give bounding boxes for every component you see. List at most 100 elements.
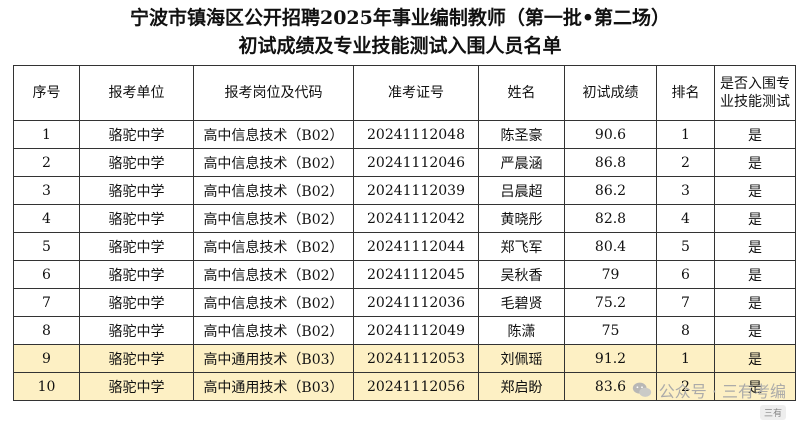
results-table: 序号 报考单位 报考岗位及代码 准考证号 姓名 初试成绩 排名 是否入围专业技能… (13, 65, 796, 401)
cell-index: 7 (13, 288, 80, 317)
cell-score: 75.2 (564, 288, 657, 317)
watermark-text: 公众号 · 三有考编 (658, 382, 786, 401)
cell-rank: 3 (656, 176, 715, 205)
cell-unit: 骆驼中学 (79, 288, 194, 317)
cell-name: 吴秋香 (478, 260, 565, 289)
cell-score: 75 (564, 316, 657, 345)
cell-exam-id: 20241112049 (353, 316, 479, 345)
cell-rank: 2 (656, 372, 715, 401)
cell-score: 86.8 (564, 148, 657, 177)
table-row: 9 骆驼中学 高中通用技术（B03） 20241112053 刘佩瑶 91.2 1 是 (13, 344, 796, 373)
cell-score: 79 (564, 260, 657, 289)
cell-position: 高中信息技术（B02） (193, 176, 354, 205)
cell-rank: 4 (656, 204, 715, 233)
cell-name: 吕晨超 (478, 176, 565, 205)
cell-qualified: 是 (714, 372, 796, 401)
cell-unit: 骆驼中学 (79, 120, 194, 149)
header-name: 姓名 (478, 65, 565, 121)
table-row: 2 骆驼中学 高中信息技术（B02） 20241112046 严晨涵 86.8 2 是 (13, 148, 796, 177)
cell-position: 高中信息技术（B02） (193, 232, 354, 261)
cell-position: 高中通用技术（B03） (193, 344, 354, 373)
cell-index: 6 (13, 260, 80, 289)
table-row: 5 骆驼中学 高中信息技术（B02） 20241112044 郑飞军 80.4 5 是 (13, 232, 796, 261)
cell-unit: 骆驼中学 (79, 344, 194, 373)
cell-unit: 骆驼中学 (79, 204, 194, 233)
cell-name: 陈圣豪 (478, 120, 565, 149)
header-position: 报考岗位及代码 (193, 65, 354, 121)
cell-qualified: 是 (714, 148, 796, 177)
cell-rank: 1 (656, 344, 715, 373)
cell-unit: 骆驼中学 (79, 316, 194, 345)
cell-position: 高中信息技术（B02） (193, 148, 354, 177)
cell-rank: 8 (656, 316, 715, 345)
cell-exam-id: 20241112044 (353, 232, 479, 261)
cell-exam-id: 20241112048 (353, 120, 479, 149)
header-exam-id: 准考证号 (353, 65, 479, 121)
cell-name: 毛碧贤 (478, 288, 565, 317)
cell-score: 91.2 (564, 344, 657, 373)
cell-exam-id: 20241112056 (353, 372, 479, 401)
cell-unit: 骆驼中学 (79, 260, 194, 289)
cell-position: 高中信息技术（B02） (193, 316, 354, 345)
table-header-row: 序号 报考单位 报考岗位及代码 准考证号 姓名 初试成绩 排名 是否入围专业技能… (13, 65, 796, 121)
watermark: 公众号 · 三有考编 (631, 378, 786, 402)
wechat-icon (632, 382, 651, 397)
cell-index: 9 (13, 344, 80, 373)
table-row: 3 骆驼中学 高中信息技术（B02） 20241112039 吕晨超 86.2 3 是 (13, 176, 796, 205)
table-row: 8 骆驼中学 高中信息技术（B02） 20241112049 陈潇 75 8 是 (13, 316, 796, 345)
cell-rank: 1 (656, 120, 715, 149)
cell-position: 高中信息技术（B02） (193, 260, 354, 289)
header-score: 初试成绩 (564, 65, 657, 121)
cell-index: 4 (13, 204, 80, 233)
cell-qualified: 是 (714, 232, 796, 261)
cell-rank: 5 (656, 232, 715, 261)
cell-name: 郑启盼 (478, 372, 565, 401)
cell-name: 陈潇 (478, 316, 565, 345)
table-row: 10 骆驼中学 高中通用技术（B03） 20241112056 郑启盼 83.6 2 是 (13, 372, 796, 401)
cell-rank: 7 (656, 288, 715, 317)
cell-position: 高中信息技术（B02） (193, 120, 354, 149)
cell-score: 82.8 (564, 204, 657, 233)
cell-score: 90.6 (564, 120, 657, 149)
table-row: 7 骆驼中学 高中信息技术（B02） 20241112036 毛碧贤 75.2 7 是 (13, 288, 796, 317)
cell-position: 高中通用技术（B03） (193, 372, 354, 401)
cell-unit: 骆驼中学 (79, 232, 194, 261)
header-unit: 报考单位 (79, 65, 194, 121)
cell-qualified: 是 (714, 344, 796, 373)
cell-qualified: 是 (714, 260, 796, 289)
document-subtitle: 初试成绩及专业技能测试入围人员名单 (238, 35, 562, 57)
cell-qualified: 是 (714, 316, 796, 345)
cell-index: 3 (13, 176, 80, 205)
cell-position: 高中信息技术（B02） (193, 288, 354, 317)
cell-exam-id: 20241112036 (353, 288, 479, 317)
cell-unit: 骆驼中学 (79, 372, 194, 401)
cell-qualified: 是 (714, 176, 796, 205)
table-row: 6 骆驼中学 高中信息技术（B02） 20241112045 吴秋香 79 6 是 (13, 260, 796, 289)
cell-exam-id: 20241112046 (353, 148, 479, 177)
cell-score: 80.4 (564, 232, 657, 261)
cell-index: 1 (13, 120, 80, 149)
cell-qualified: 是 (714, 204, 796, 233)
cell-name: 刘佩瑶 (478, 344, 565, 373)
cell-rank: 6 (656, 260, 715, 289)
cell-rank: 2 (656, 148, 715, 177)
cell-exam-id: 20241112039 (353, 176, 479, 205)
cell-position: 高中信息技术（B02） (193, 204, 354, 233)
header-qualified: 是否入围专业技能测试 (714, 65, 796, 121)
cell-index: 2 (13, 148, 80, 177)
document-title: 宁波市镇海区公开招聘2025年事业编制教师（第一批•第二场） (129, 7, 671, 29)
watermark-tag: 三有 (759, 405, 786, 420)
table-row: 4 骆驼中学 高中信息技术（B02） 20241112042 黄晓彤 82.8 4 是 (13, 204, 796, 233)
cell-exam-id: 20241112042 (353, 204, 479, 233)
cell-name: 黄晓彤 (478, 204, 565, 233)
cell-index: 8 (13, 316, 80, 345)
cell-exam-id: 20241112045 (353, 260, 479, 289)
cell-name: 严晨涵 (478, 148, 565, 177)
cell-name: 郑飞军 (478, 232, 565, 261)
cell-qualified: 是 (714, 288, 796, 317)
header-rank: 排名 (656, 65, 715, 121)
cell-qualified: 是 (714, 120, 796, 149)
cell-exam-id: 20241112053 (353, 344, 479, 373)
header-index: 序号 (13, 65, 80, 121)
cell-score: 86.2 (564, 176, 657, 205)
